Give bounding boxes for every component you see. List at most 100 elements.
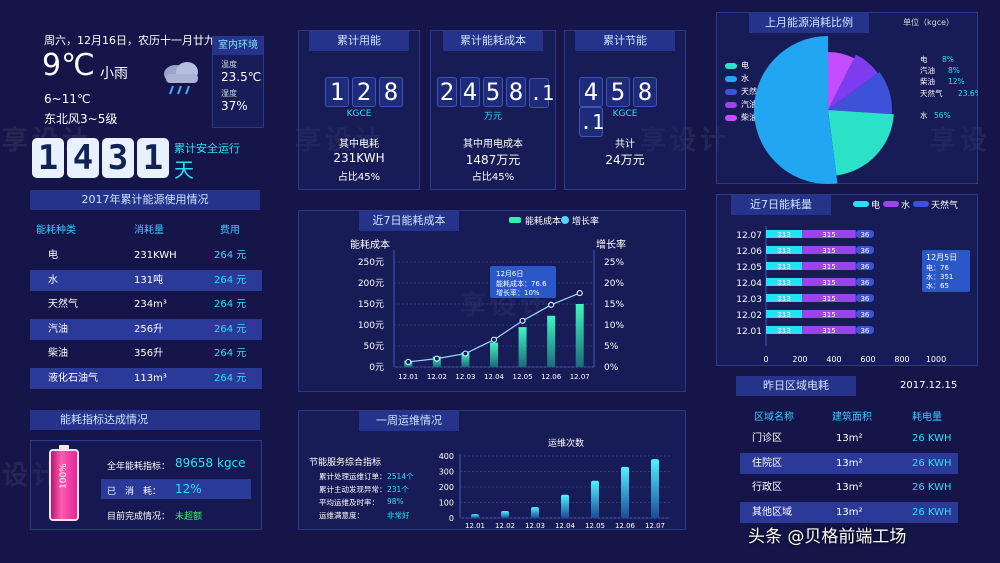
y2tick-label: 10% — [604, 321, 624, 331]
usage-row: 柴油 356升 264 元 — [30, 343, 262, 364]
kpi-sub-label: 共计 — [615, 139, 635, 150]
ytick-label: 100元 — [358, 321, 384, 331]
ytick-label: 12.06 — [736, 247, 762, 257]
legend-swatch — [561, 216, 569, 224]
cost-bar — [461, 352, 470, 367]
kpi-unit: 万元 — [483, 112, 502, 122]
legend-swatch — [725, 89, 737, 95]
week-bar-segment — [802, 246, 856, 254]
xtick-label: 12.03 — [455, 373, 475, 381]
ytick-label: 150元 — [358, 300, 384, 310]
week-bar-segment — [855, 230, 875, 238]
week-bar-segment — [855, 246, 875, 254]
usage-row: 电 231KWH 264 元 — [30, 245, 262, 266]
current-temp: 9℃ — [42, 48, 95, 83]
area-cell-name: 其他区域 — [752, 506, 792, 518]
watermark-text: 享设 — [930, 126, 991, 156]
ytick-label: 12.03 — [736, 295, 762, 305]
week-bar-segment — [766, 246, 803, 254]
week-bar-value: 213 — [777, 295, 790, 303]
indoor-title: 室内环境 — [213, 37, 263, 55]
ops-line-value: 2514个 — [387, 472, 414, 481]
week-bar-value: 213 — [777, 247, 790, 255]
legend-swatch — [725, 63, 737, 69]
xtick-label: 400 — [826, 355, 841, 364]
usage-cell-qty: 113m³ — [134, 372, 167, 384]
ops-title: 一周运维情况 — [359, 411, 459, 431]
legend-label: 汽油 — [741, 100, 757, 109]
legend-label: 能耗成本 — [525, 217, 562, 227]
legend-swatch — [725, 115, 737, 121]
week-bar-value: 213 — [777, 263, 790, 271]
legend-swatch — [509, 217, 521, 223]
xtick-label: 12.02 — [495, 522, 515, 530]
xtick-label: 12.04 — [555, 522, 576, 530]
ops-line-value: 98% — [387, 497, 404, 506]
week-tooltip — [922, 250, 970, 292]
cost-y2label: 增长率 — [596, 238, 626, 251]
xtick-label: 200 — [792, 355, 807, 364]
week-bar-segment — [855, 310, 875, 318]
week-bar-value: 36 — [860, 247, 869, 255]
kpi-panel-cost: 累计能耗成本 2 4 5 8.1 万元 其中用电成本 1487万元 占比45% — [430, 30, 556, 190]
target-label: 全年能耗指标： — [107, 462, 171, 472]
pie-label-pct: 8% — [948, 66, 960, 75]
cost-chart: 能耗成本 增长率 250元 200元 150元 100元 50元 0元 25% 20% 15% 1… — [350, 238, 626, 381]
kpi-digit: 4 — [579, 77, 603, 107]
tooltip-line: 增长率：10% — [496, 288, 540, 297]
kpi-digit: 8 — [506, 77, 526, 107]
y2tick-label: 20% — [604, 279, 624, 289]
safety-digit: 4 — [67, 138, 99, 178]
kpi-sub-value: 24万元 — [605, 153, 645, 167]
xtick-label: 0 — [763, 355, 768, 364]
kpi-digit: 1 — [325, 77, 349, 107]
area-cell-area: 13m² — [836, 482, 863, 493]
growth-point — [519, 317, 526, 324]
week-bar-segment — [855, 278, 875, 286]
week-title: 近7日能耗量 — [731, 195, 831, 215]
tooltip-line: 能耗成本：76.6 — [496, 279, 547, 288]
area-date: 2017.12.15 — [900, 380, 958, 391]
safety-digit: 1 — [137, 138, 169, 178]
legend-swatch — [883, 201, 899, 207]
week-bar-value: 315 — [822, 247, 835, 255]
growth-point — [433, 355, 440, 362]
week-bar-value: 36 — [860, 279, 869, 287]
pie-label-pct: 23.6% — [958, 89, 978, 98]
target-value: 89658 kgce — [175, 456, 246, 470]
usage-header-row: 能耗种类 消耗量 费用 — [30, 220, 262, 241]
week-bar-segment — [855, 326, 875, 334]
pie-label-name: 水 — [920, 110, 928, 120]
ops-line-value: 非常好 — [387, 511, 410, 520]
usage-cell-qty: 256升 — [134, 323, 164, 335]
usage-title: 2017年累计能源使用情况 — [30, 190, 260, 210]
cost-chart-title: 近7日能耗成本 — [359, 211, 459, 231]
pie-unit: 单位（kgce） — [903, 18, 955, 27]
usage-cell-qty: 356升 — [134, 348, 164, 359]
ops-bar — [471, 514, 479, 518]
battery-label: 100% — [59, 463, 69, 489]
kpi-digit: 2 — [352, 77, 376, 107]
temp-range: 6~11℃ — [44, 92, 91, 106]
ops-chart: 运维次数 400 300 200 100 0 12.01 12.02 12.03 12.04 1… — [439, 437, 670, 530]
legend-label: 柴油 — [741, 113, 757, 122]
indoor-humidity-label: 湿度 — [221, 89, 237, 98]
weather-condition: 小雨 — [100, 66, 128, 82]
legend-label: 天然气 — [741, 87, 765, 96]
usage-header: 费用 — [220, 225, 240, 236]
ytick-label: 12.07 — [736, 231, 762, 241]
tooltip-date: 12月5日 — [926, 253, 957, 262]
usage-cell-cost: 264 元 — [214, 250, 247, 261]
kpi-sub-label: 其中电耗 — [339, 139, 379, 150]
area-header: 建筑面积 — [832, 412, 872, 423]
y2tick-label: 25% — [604, 258, 624, 268]
xtick-label: 12.01 — [465, 522, 485, 530]
usage-cell-qty: 231KWH — [134, 250, 177, 261]
ops-bar — [561, 494, 569, 518]
kpi-panel-saving: 累计节能 4 5 8.1 KGCE 共计 24万元 — [564, 30, 686, 190]
ytick-label: 0元 — [369, 363, 384, 373]
week-bar-segment — [766, 294, 803, 302]
week-bar-value: 315 — [822, 231, 835, 239]
